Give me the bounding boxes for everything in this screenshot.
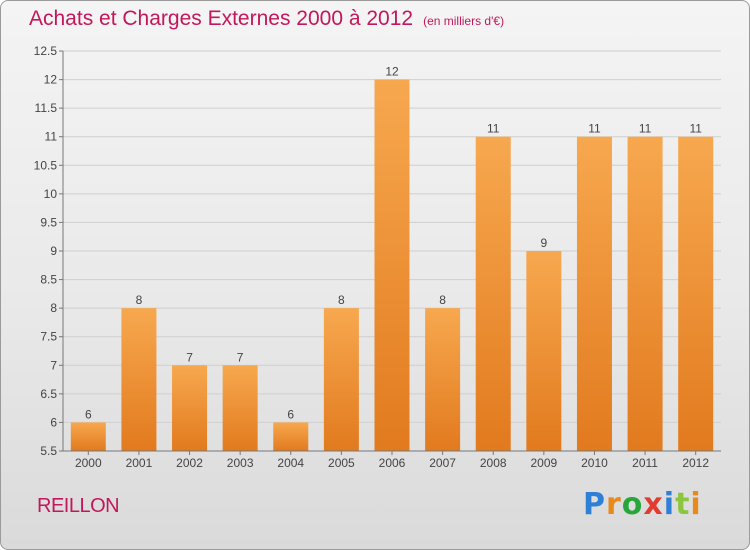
bar-2006 [374,79,410,452]
y-tick-label: 12 [44,73,58,87]
y-tick-label: 8 [50,301,57,315]
x-tick-label: 2011 [632,456,658,470]
logo-letter: P [583,487,606,522]
y-tick-label: 6.5 [40,387,57,401]
x-axis-ticks: 2000 2001 2002 2003 2004 2005 2006 2007 2008 2009… [75,451,709,470]
logo-letter: i [690,487,702,522]
y-tick-label: 12.5 [34,44,58,58]
y-tick-label: 9.5 [40,215,57,229]
y-tick-label: 11.5 [35,101,58,115]
y-tick-label: 6 [50,415,57,429]
y-tick-label: 11 [45,130,58,144]
data-label-2011: 11 [639,122,652,136]
x-tick-label: 2006 [379,456,406,470]
bar-2004 [273,422,309,451]
y-tick-label: 7.5 [40,330,57,344]
bar-2011 [627,136,663,451]
y-tick-label: 10.5 [34,158,58,172]
x-tick-label: 2007 [429,456,456,470]
logo-letter: x [643,487,664,522]
bar-2005 [323,308,359,451]
x-tick-label: 2005 [328,456,355,470]
logo-letter: r [606,487,622,522]
y-tick-label: 5.5 [40,444,57,458]
bar-2007 [425,308,461,451]
bar-2009 [526,251,562,451]
bar-2002 [172,365,208,451]
title-text: Achats et Charges Externes 2000 à 2012 [29,7,414,30]
bar-2003 [222,365,258,451]
proxiti-logo: Proxiti [583,487,702,522]
x-tick-label: 2001 [126,456,153,470]
title-unit: (en milliers d'€) [423,14,505,28]
x-tick-label: 2004 [277,456,304,470]
logo-letter: i [663,487,676,522]
x-tick-label: 2008 [480,456,507,470]
data-labels: 6 8 7 7 6 8 12 8 11 9 11 11 11 [85,65,702,422]
x-tick-label: 2010 [581,456,608,470]
data-label-2003: 7 [237,350,244,364]
data-label-2001: 8 [136,293,143,307]
logo-letter: t [675,487,691,522]
bar-2008 [475,136,511,451]
x-tick-label: 2012 [682,456,709,470]
bar-2000 [70,422,106,451]
bar-2012 [678,136,714,451]
y-tick-label: 8.5 [40,273,57,287]
data-label-2009: 9 [541,236,548,250]
data-label-2010: 11 [588,122,601,136]
data-label-2002: 7 [186,350,193,364]
bars [70,79,714,452]
data-label-2012: 11 [689,122,702,136]
x-tick-label: 2000 [75,456,102,470]
data-label-2008: 11 [487,122,500,136]
y-tick-label: 10 [44,187,58,201]
data-label-2004: 6 [287,407,294,421]
data-label-2005: 8 [338,293,345,307]
axes [62,51,721,452]
bar-2010 [576,136,612,451]
data-label-2000: 6 [85,407,92,421]
x-tick-label: 2002 [176,456,203,470]
y-tick-label: 7 [50,358,57,372]
bar-2001 [121,308,157,451]
data-label-2007: 8 [439,293,446,307]
data-label-2006: 12 [385,65,399,79]
y-tick-label: 9 [50,244,57,258]
y-axis-ticks: 5.5 6 6.5 7 7.5 8 8.5 9 9.5 10 10.5 11 11.5 12 12.5 [34,44,63,458]
x-tick-label: 2003 [227,456,254,470]
chart-title: Achats et Charges Externes 2000 à 2012 (e… [29,7,504,31]
x-tick-label: 2009 [530,456,557,470]
logo-letter: o [621,487,644,522]
commune-name: REILLON [37,495,120,517]
